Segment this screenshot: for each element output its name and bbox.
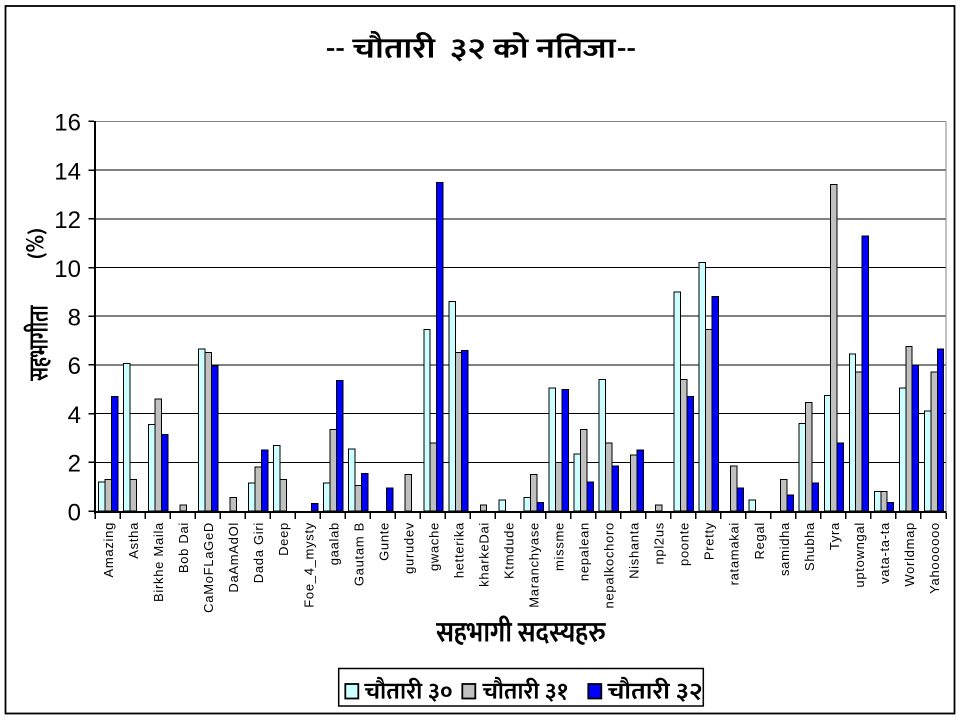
svg-text:Yahoooooo: Yahoooooo: [927, 522, 942, 594]
svg-text:Regal: Regal: [752, 522, 767, 559]
svg-text:Maranchyase: Maranchyase: [527, 522, 542, 608]
svg-text:kharkeDai: kharkeDai: [477, 522, 492, 587]
svg-text:Birkhe Maila: Birkhe Maila: [151, 522, 166, 602]
svg-text:Gunte: Gunte: [376, 522, 391, 561]
svg-text:Tyra: Tyra: [827, 522, 842, 550]
svg-text:Shubha: Shubha: [802, 522, 817, 571]
svg-text:npl2us: npl2us: [652, 522, 667, 565]
svg-text:uptowngal: uptowngal: [852, 522, 867, 588]
svg-text:Pretty: Pretty: [702, 522, 717, 560]
svg-text:Amazing: Amazing: [101, 522, 116, 577]
svg-text:16: 16: [54, 110, 81, 137]
svg-text:samidha: samidha: [777, 522, 792, 576]
svg-text:8: 8: [68, 305, 81, 332]
svg-text:hetterika: hetterika: [451, 522, 466, 578]
svg-text:Deep: Deep: [276, 522, 291, 556]
svg-text:12: 12: [54, 207, 81, 234]
svg-text:Foe_4_mysty: Foe_4_mysty: [301, 522, 316, 608]
svg-text:nepalean: nepalean: [577, 522, 592, 581]
svg-text:10: 10: [54, 256, 81, 283]
svg-text:Astha: Astha: [126, 522, 141, 559]
svg-text:vata-ta-ta: vata-ta-ta: [877, 522, 892, 584]
svg-text:ratamakai: ratamakai: [727, 522, 742, 585]
svg-text:gwache: gwache: [426, 522, 441, 571]
svg-text:missme: missme: [552, 522, 567, 571]
svg-text:DaAmAdOl: DaAmAdOl: [226, 522, 241, 593]
svg-text:Nishanta: Nishanta: [627, 522, 642, 579]
svg-text:poonte: poonte: [677, 522, 692, 566]
svg-text:Bob Dai: Bob Dai: [176, 522, 191, 573]
svg-text:nepalkochoro: nepalkochoro: [602, 522, 617, 608]
svg-text:14: 14: [54, 158, 81, 185]
svg-text:4: 4: [68, 402, 81, 429]
svg-text:CaMoFLaGeD: CaMoFLaGeD: [201, 522, 216, 613]
svg-text:0: 0: [68, 499, 81, 526]
svg-text:2: 2: [68, 451, 81, 478]
svg-text:6: 6: [68, 353, 81, 380]
svg-text:gurudev: gurudev: [401, 522, 416, 574]
svg-text:Gautam B: Gautam B: [351, 522, 366, 586]
svg-text:Dada Giri: Dada Giri: [251, 522, 266, 583]
svg-text:Worldmap: Worldmap: [902, 522, 917, 587]
svg-text:gaalab: gaalab: [326, 522, 341, 565]
svg-text:Ktmdude: Ktmdude: [502, 522, 517, 579]
